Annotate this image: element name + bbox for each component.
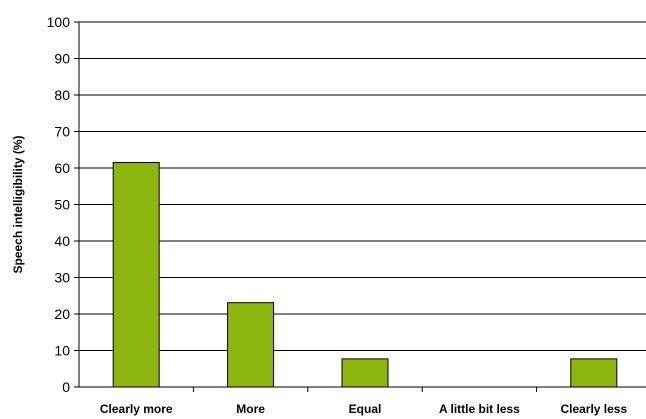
bar (227, 302, 275, 388)
y-tick-label: 0 (62, 379, 70, 395)
bars (112, 162, 618, 388)
x-category-label: Equal (349, 402, 382, 416)
y-tick-label: 70 (54, 124, 70, 140)
x-axis-categories: Clearly more More Equal A little bit less Cl… (100, 387, 627, 416)
grid-lines (79, 21, 646, 351)
bar (341, 358, 389, 388)
x-category-label: More (236, 402, 265, 416)
y-tick-label: 50 (54, 197, 70, 213)
x-category-label: A little bit less (439, 402, 520, 416)
y-tick-label: 40 (54, 233, 70, 249)
x-category-label: Clearly less (560, 402, 627, 416)
y-tick-label: 90 (54, 51, 70, 67)
bar (112, 162, 160, 388)
y-tick-label: 100 (47, 14, 71, 30)
y-tick-label: 80 (54, 87, 70, 103)
x-category-label: Clearly more (100, 402, 173, 416)
y-axis-label: Speech intelligibility (%) (11, 135, 25, 273)
y-tick-label: 10 (54, 343, 70, 359)
y-tick-label: 60 (54, 160, 70, 176)
bar (570, 358, 618, 388)
y-axis-ticks: 0 10 20 30 40 50 60 70 80 90 100 (47, 14, 79, 395)
y-tick-label: 20 (54, 306, 70, 322)
y-tick-label: 30 (54, 270, 70, 286)
axes (78, 22, 646, 388)
